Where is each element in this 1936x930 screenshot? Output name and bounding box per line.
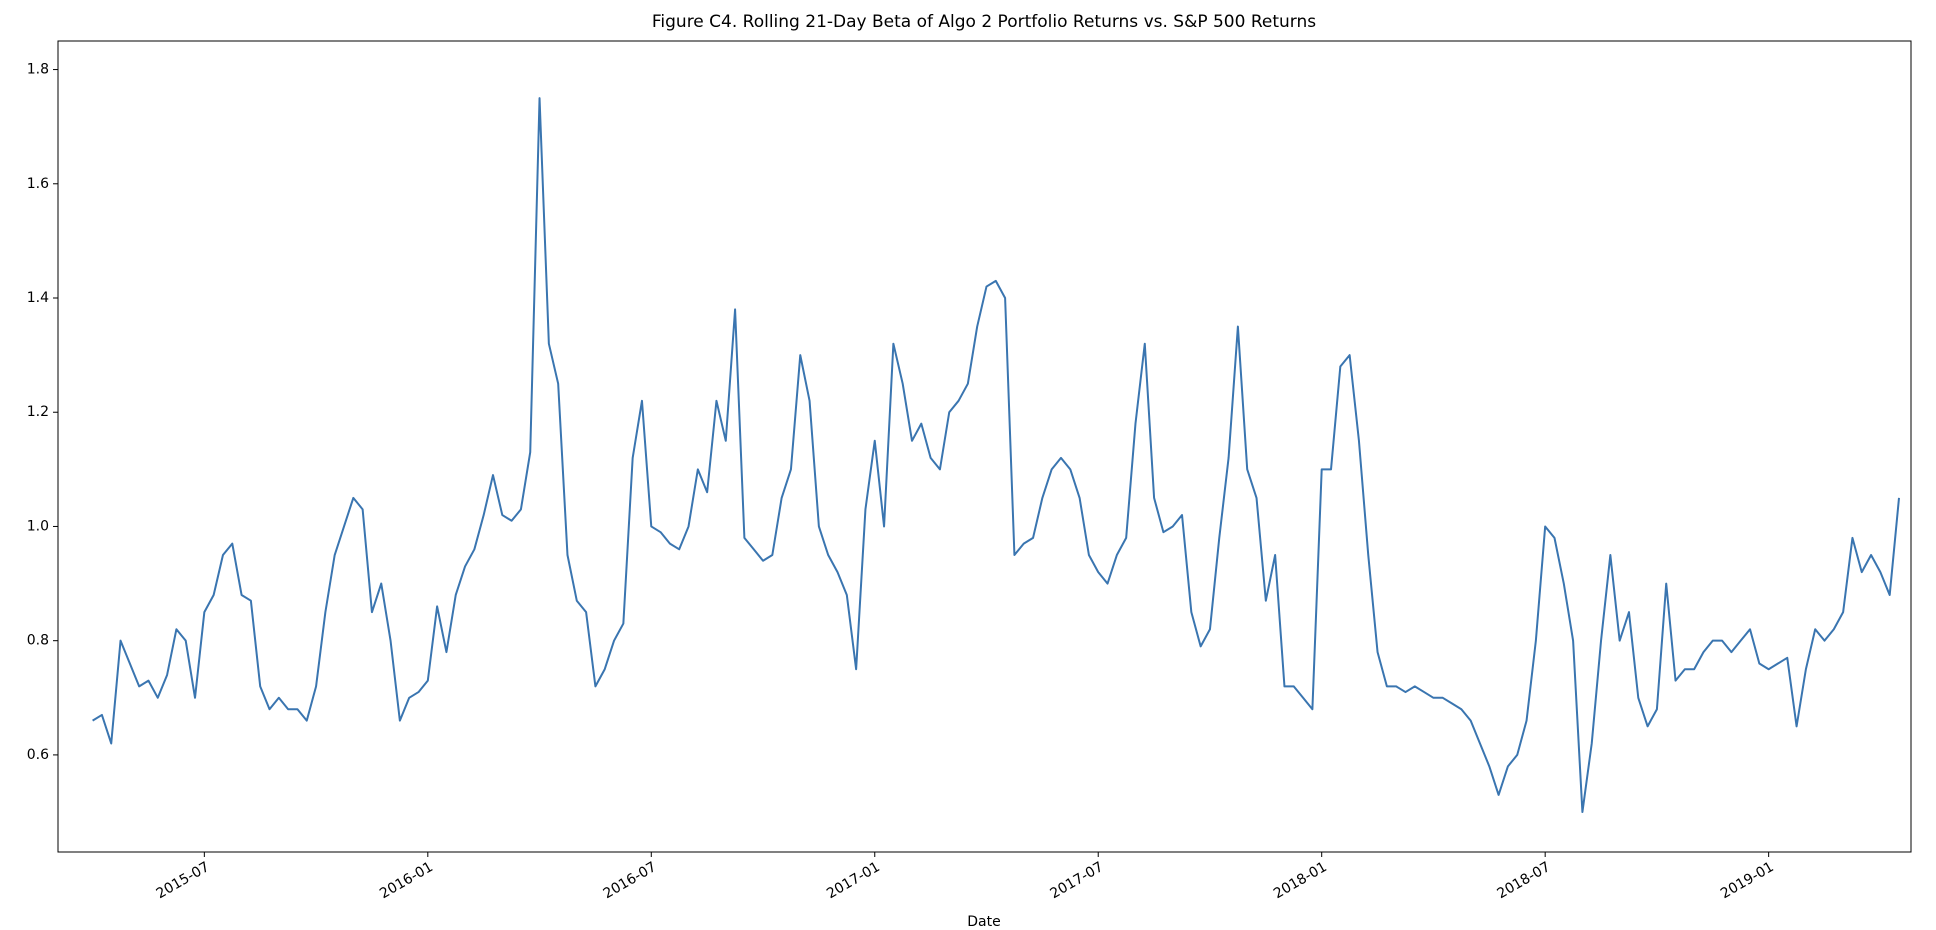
y-tick-label: 1.4 [27,290,49,306]
y-tick-label: 0.8 [27,633,49,649]
x-tick-label: 2015-07 [154,859,213,902]
y-tick-label: 0.6 [27,747,49,763]
x-tick-label: 2016-01 [377,859,436,902]
y-tick-label: 1.2 [27,404,49,420]
x-tick-label: 2017-07 [1048,859,1107,902]
x-tick-label: 2018-07 [1495,859,1554,902]
x-tick-label: 2018-01 [1271,859,1330,902]
x-tick-label: 2016-07 [601,859,660,902]
y-tick-label: 1.6 [27,176,49,192]
y-tick-label: 1.8 [27,62,49,78]
y-tick-label: 1.0 [27,518,49,534]
x-tick-label: 2019-01 [1718,859,1777,902]
chart-title: Figure C4. Rolling 21-Day Beta of Algo 2… [652,12,1316,32]
plot-frame [57,40,1912,853]
x-axis-label: Date [967,914,1000,930]
x-tick-label: 2017-01 [824,859,883,902]
line-series [92,97,1900,814]
